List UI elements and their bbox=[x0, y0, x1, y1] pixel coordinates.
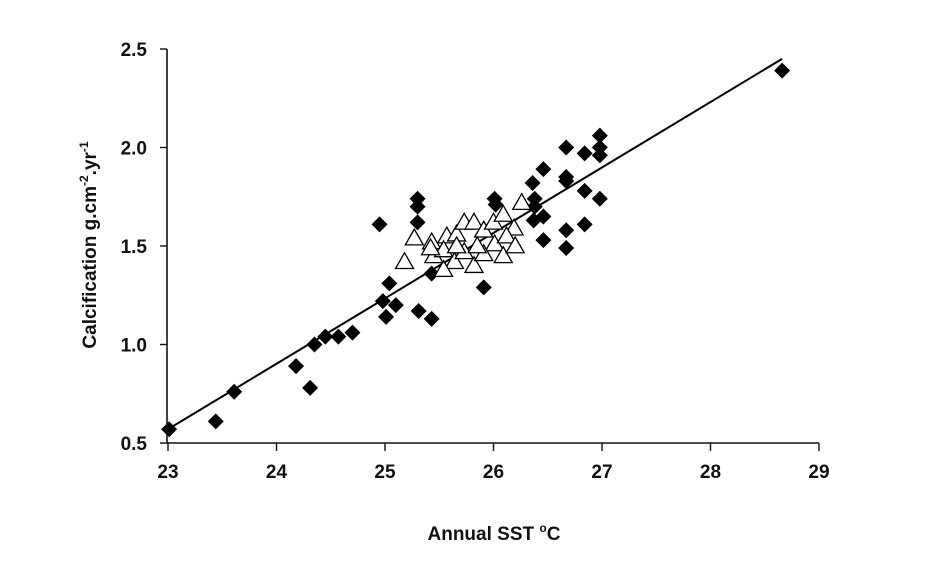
x-tick-label: 23 bbox=[157, 462, 178, 483]
x-tick-label: 27 bbox=[591, 462, 612, 483]
diamond-point bbox=[410, 303, 427, 320]
y-tick-label: 0.5 bbox=[121, 434, 148, 455]
x-tick-label: 24 bbox=[266, 462, 288, 483]
y-tick-label: 1.5 bbox=[121, 237, 148, 258]
diamond-point bbox=[161, 421, 178, 438]
triangle-point bbox=[493, 204, 514, 222]
triangle-point bbox=[503, 217, 525, 236]
diamond-point bbox=[288, 358, 305, 375]
triangle-point bbox=[493, 245, 514, 264]
diamond-point bbox=[306, 336, 323, 353]
diamond-point bbox=[475, 279, 492, 296]
diamond-point bbox=[558, 239, 575, 256]
diamond-point bbox=[774, 62, 791, 79]
x-tick-label: 28 bbox=[700, 462, 721, 483]
triangle-point bbox=[496, 225, 517, 244]
diamond-point bbox=[524, 174, 541, 191]
triangle-point bbox=[467, 235, 488, 254]
diamond-point bbox=[487, 196, 504, 213]
triangle-point bbox=[404, 227, 425, 246]
diamond-point bbox=[526, 198, 543, 215]
triangle-point bbox=[444, 251, 465, 270]
triangle-point bbox=[446, 235, 467, 254]
triangle-point bbox=[394, 251, 415, 270]
diamond-point bbox=[535, 208, 552, 225]
x-tick-label: 29 bbox=[808, 462, 829, 483]
diamond-point bbox=[374, 293, 391, 310]
triangle-point bbox=[433, 259, 454, 278]
y-tick-label: 2.0 bbox=[121, 139, 147, 160]
diamond-point bbox=[409, 198, 426, 215]
diamond-point bbox=[535, 161, 552, 178]
diamond-point bbox=[576, 182, 593, 199]
diamond-point bbox=[317, 328, 334, 345]
diamond-point bbox=[558, 139, 575, 156]
diamond-point bbox=[558, 172, 575, 189]
diamond-point bbox=[423, 265, 440, 282]
diamond-point bbox=[207, 413, 224, 430]
triangle-point bbox=[463, 255, 485, 274]
diamond-point bbox=[302, 379, 319, 396]
y-tick-label: 2.5 bbox=[121, 40, 148, 61]
diamond-point bbox=[535, 232, 552, 249]
diamond-point bbox=[558, 222, 575, 239]
diamond-point bbox=[378, 308, 395, 325]
x-tick-label: 26 bbox=[483, 462, 504, 483]
diamond-point bbox=[576, 145, 593, 162]
triangle-point bbox=[463, 212, 485, 230]
triangle-point bbox=[511, 192, 532, 211]
triangle-point bbox=[420, 237, 441, 256]
diamond-point bbox=[330, 328, 347, 345]
diamond-point bbox=[409, 214, 426, 231]
triangle-point bbox=[505, 235, 526, 254]
diamond-point bbox=[387, 297, 404, 314]
diamond-point bbox=[381, 275, 398, 292]
diamond-point bbox=[371, 216, 388, 233]
diamond-point bbox=[344, 324, 361, 341]
diamond-point bbox=[423, 310, 440, 327]
diamond-point bbox=[226, 383, 243, 400]
y-axis-label: Calcification g.cm-2.yr-1 bbox=[77, 141, 101, 349]
diamond-point bbox=[591, 147, 608, 164]
diamond-point bbox=[591, 127, 608, 144]
y-tick-label: 1.0 bbox=[121, 336, 147, 357]
diamond-point bbox=[576, 216, 593, 233]
x-axis-label: Annual SST oC bbox=[428, 521, 561, 545]
x-tick-label: 25 bbox=[374, 462, 396, 483]
diamond-point bbox=[591, 190, 608, 207]
